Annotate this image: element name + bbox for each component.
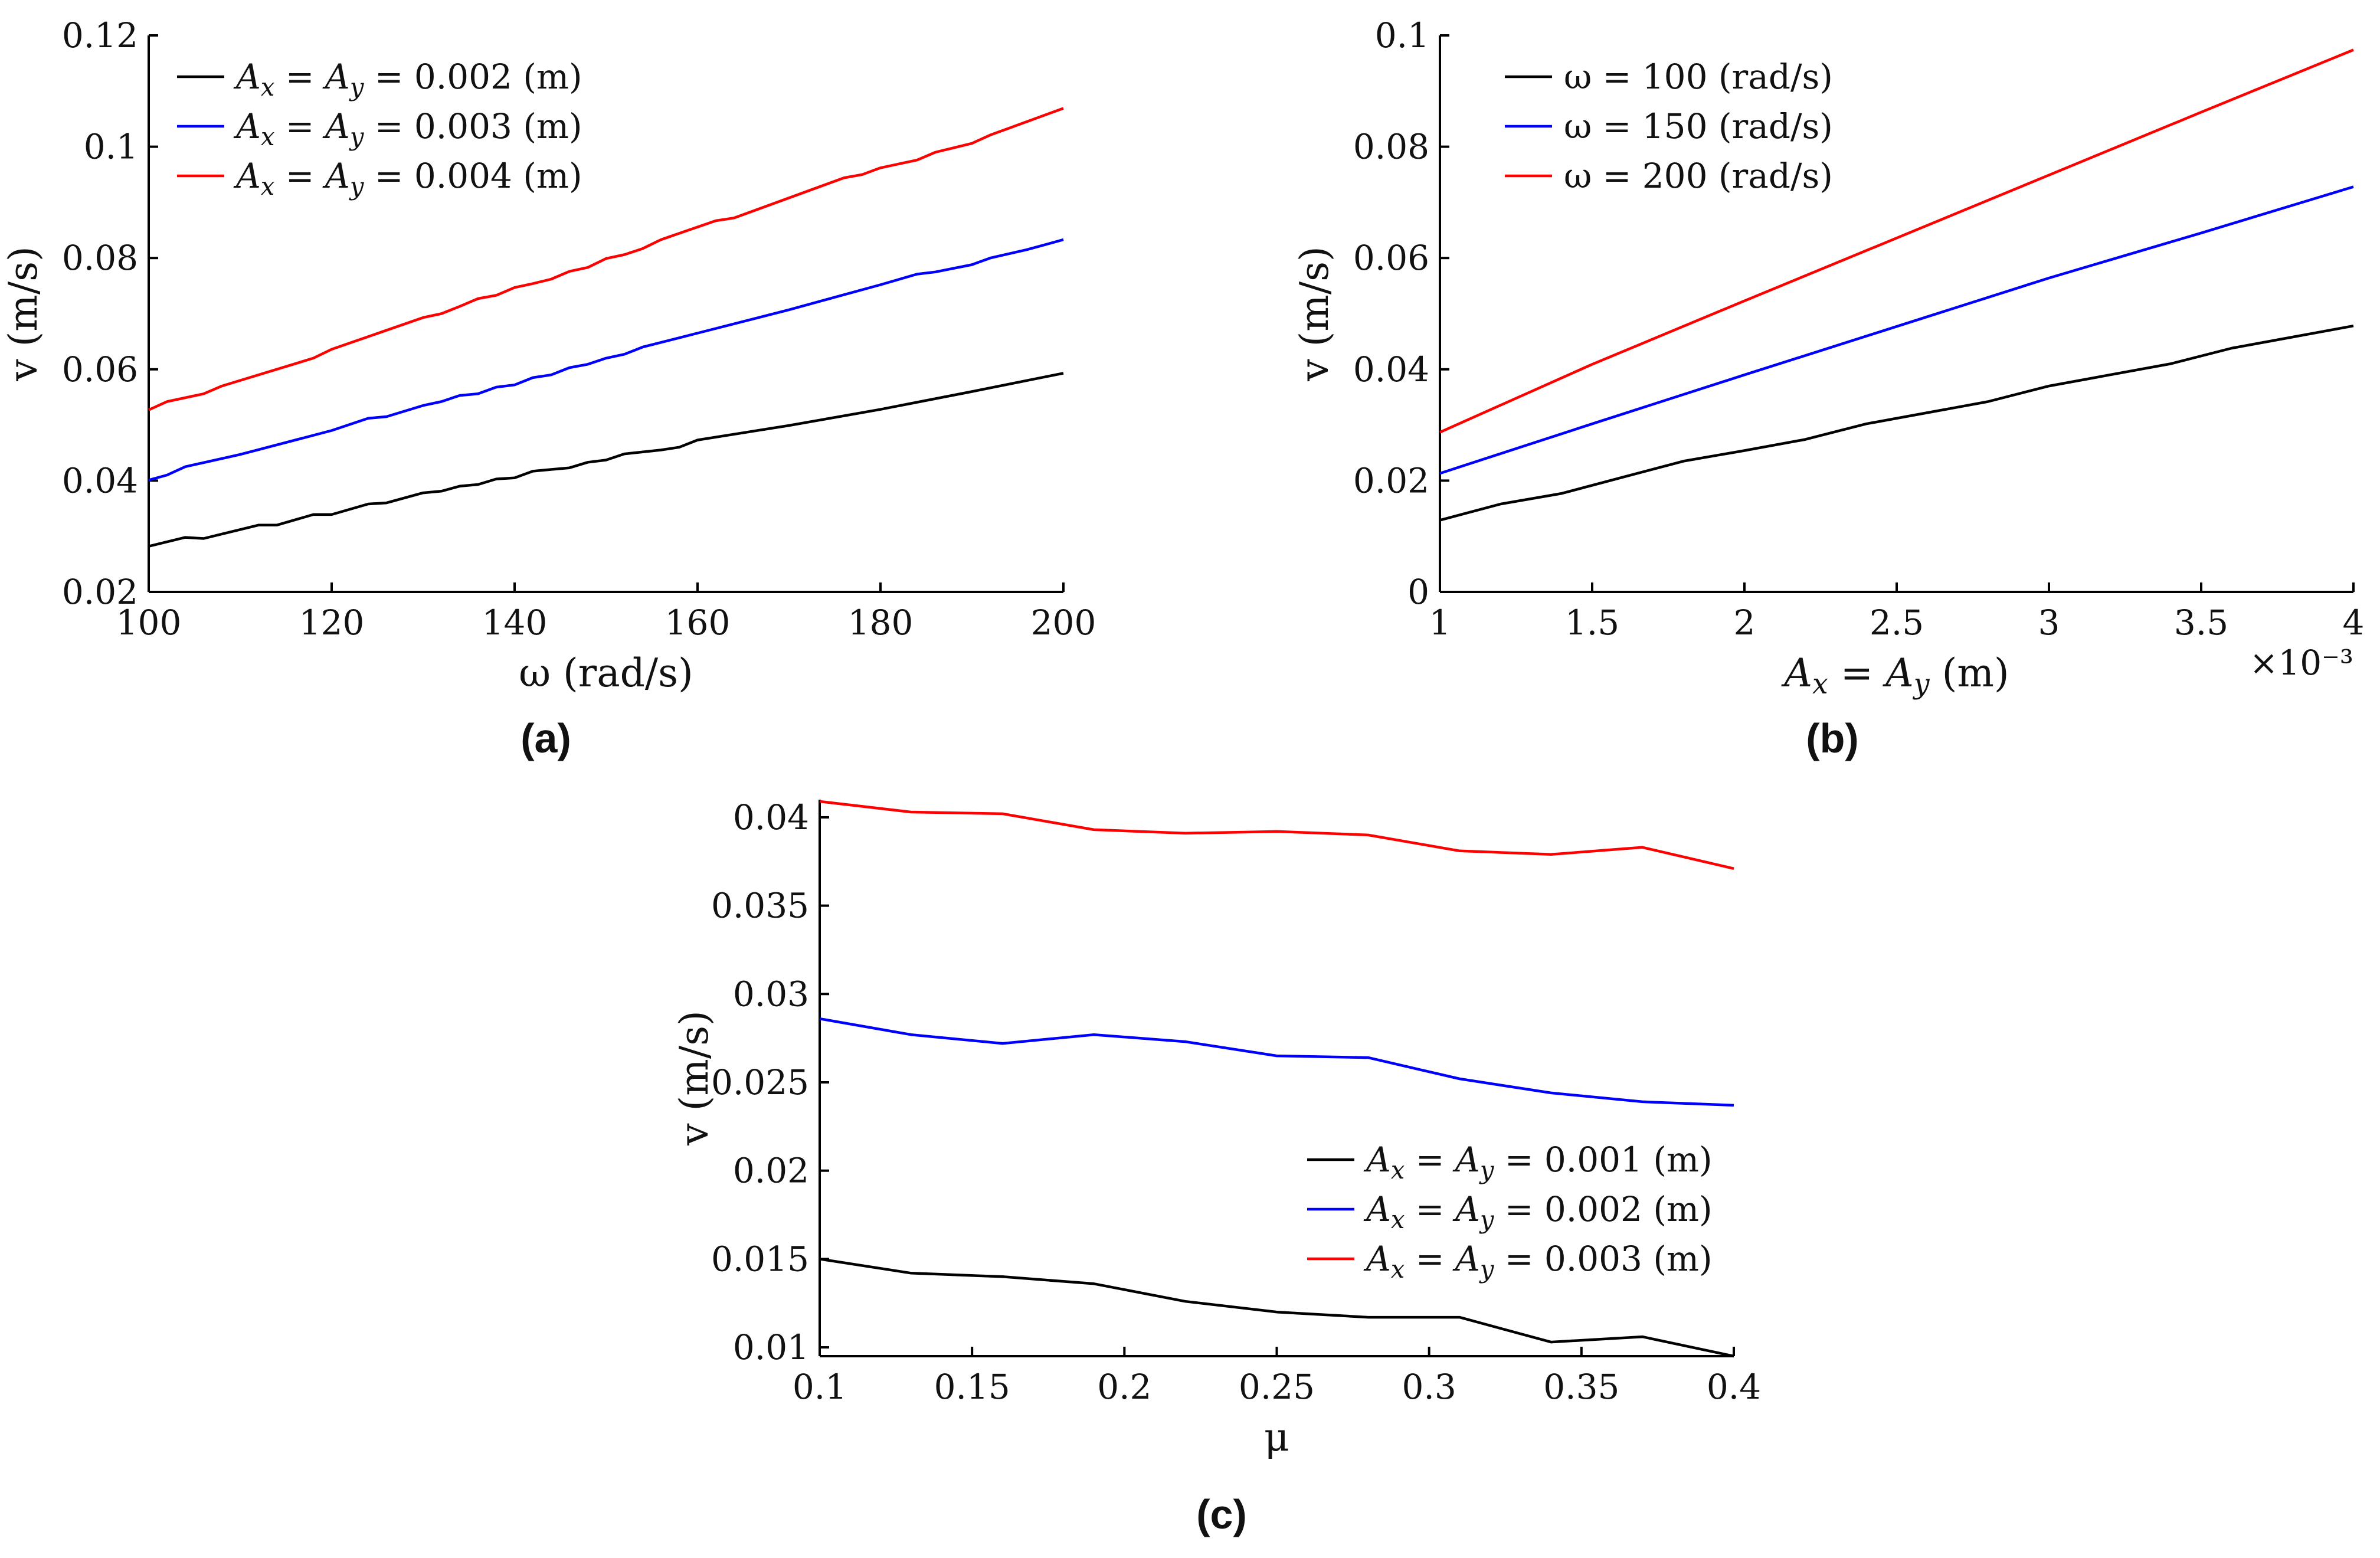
y-tick-label: 0.02: [733, 1151, 809, 1191]
legend-entry: Ax​ = Ay​ = 0.002 (m): [233, 57, 582, 102]
series-line-2: [1439, 185, 2354, 475]
y-tick-label: 0.02: [62, 572, 138, 612]
y-tick-label: 0.015: [711, 1239, 809, 1279]
legend-entry: Ax​ = Ay​ = 0.002 (m): [1363, 1189, 1713, 1234]
x-tick-label: 1: [1429, 603, 1451, 643]
legend-entry: ω = 150 (rad/s): [1564, 106, 1833, 146]
y-tick-label: 0.02: [1353, 460, 1429, 500]
y-tick-label: 0.1: [84, 127, 138, 167]
series-line-3: [819, 800, 1734, 870]
y-tick-label: 0.025: [711, 1062, 809, 1102]
y-tick-label: 0.04: [733, 797, 809, 837]
y-tick-label: 0.08: [1353, 127, 1429, 167]
x-tick-label: 0.3: [1402, 1367, 1456, 1407]
y-tick-label: 0.035: [711, 886, 809, 926]
x-tick-label: 100: [116, 603, 182, 643]
y-tick-label: 0.1: [1375, 15, 1429, 55]
y-tick-label: 0.08: [62, 238, 138, 278]
x-tick-label: 0.1: [793, 1367, 847, 1407]
x-axis-multiplier: ×10⁻³: [2250, 643, 2353, 683]
y-tick-label: 0.04: [1353, 349, 1429, 390]
x-tick-label: 3.5: [2174, 603, 2228, 643]
x-tick-label: 4: [2343, 603, 2365, 643]
x-tick-label: 160: [665, 603, 731, 643]
series-line-1: [148, 372, 1064, 548]
x-tick-label: 120: [299, 603, 365, 643]
y-tick-label: 0.01: [733, 1327, 809, 1367]
x-tick-label: 3: [2038, 603, 2060, 643]
x-tick-label: 200: [1031, 603, 1096, 643]
x-tick-label: 1.5: [1565, 603, 1619, 643]
legend-entry: Ax​ = Ay​ = 0.001 (m): [1363, 1140, 1713, 1184]
chart-panel-b: 1 1.5 2 2.5 3 3.5 4 0 0.02 0.04 0.06 0.08 0.1 ×10⁻³ Ax…: [1292, 15, 2364, 761]
x-axis-label: ω (rad/s): [519, 650, 693, 696]
chart-panel-a: 100 120 140 160 180 200 0.02 0.04 0.06 0.08 0.1 0.1…: [1, 15, 1096, 761]
y-tick-label: 0.03: [733, 974, 809, 1014]
y-tick-label: 0: [1407, 572, 1429, 612]
x-tick-label: 140: [482, 603, 548, 643]
series-line-2: [819, 1017, 1734, 1107]
series-line-1: [819, 1258, 1734, 1358]
panel-label: (b): [1806, 715, 1858, 761]
x-tick-label: 0.25: [1239, 1367, 1315, 1407]
y-tick-label: 0.06: [62, 349, 138, 390]
y-tick-label: 0.04: [62, 460, 138, 500]
x-tick-label: 0.4: [1707, 1367, 1761, 1407]
legend-entry: ω = 200 (rad/s): [1564, 156, 1833, 196]
legend-entry: ω = 100 (rad/s): [1564, 57, 1833, 97]
legend: Ax​ = Ay​ = 0.001 (m) Ax​ = Ay​ = 0.002 (…: [1307, 1140, 1713, 1284]
legend: ω = 100 (rad/s) ω = 150 (rad/s) ω = 200 (r…: [1505, 57, 1833, 196]
series-line-1: [1439, 324, 2354, 522]
y-tick-label: 0.06: [1353, 238, 1429, 278]
x-axis-label: μ: [1264, 1415, 1289, 1460]
x-tick-label: 2.5: [1870, 603, 1924, 643]
legend-entry: Ax​ = Ay​ = 0.003 (m): [1363, 1239, 1713, 1284]
legend: Ax​ = Ay​ = 0.002 (m)Ax​ = Ay​ = 0.003 (…: [177, 57, 582, 201]
series-line-2: [148, 238, 1064, 482]
x-tick-label: 180: [848, 603, 914, 643]
y-axis-label: v (m/s): [1292, 246, 1337, 381]
x-axis-label: Ax​ = Ay​ (m): [1780, 650, 2009, 701]
chart-panel-c: 0.1 0.15 0.2 0.25 0.3 0.35 0.4 0.01 0.015 0.02 0.0…: [672, 797, 1761, 1537]
x-tick-label: 0.35: [1543, 1367, 1619, 1407]
panel-label: (c): [1196, 1491, 1247, 1537]
y-tick-label: 0.12: [62, 15, 138, 55]
y-axis-label: v (m/s): [1, 246, 46, 381]
x-tick-label: 0.2: [1097, 1367, 1151, 1407]
panel-label: (a): [520, 715, 571, 761]
legend-entry: Ax​ = Ay​ = 0.004 (m): [233, 156, 582, 201]
series-line-3: [1439, 48, 2354, 434]
series-line-3: [148, 107, 1064, 411]
x-tick-label: 2: [1734, 603, 1756, 643]
y-axis-label: v (m/s): [672, 1010, 717, 1145]
legend-entry: Ax​ = Ay​ = 0.003 (m): [233, 106, 582, 151]
x-tick-label: 0.15: [934, 1367, 1010, 1407]
